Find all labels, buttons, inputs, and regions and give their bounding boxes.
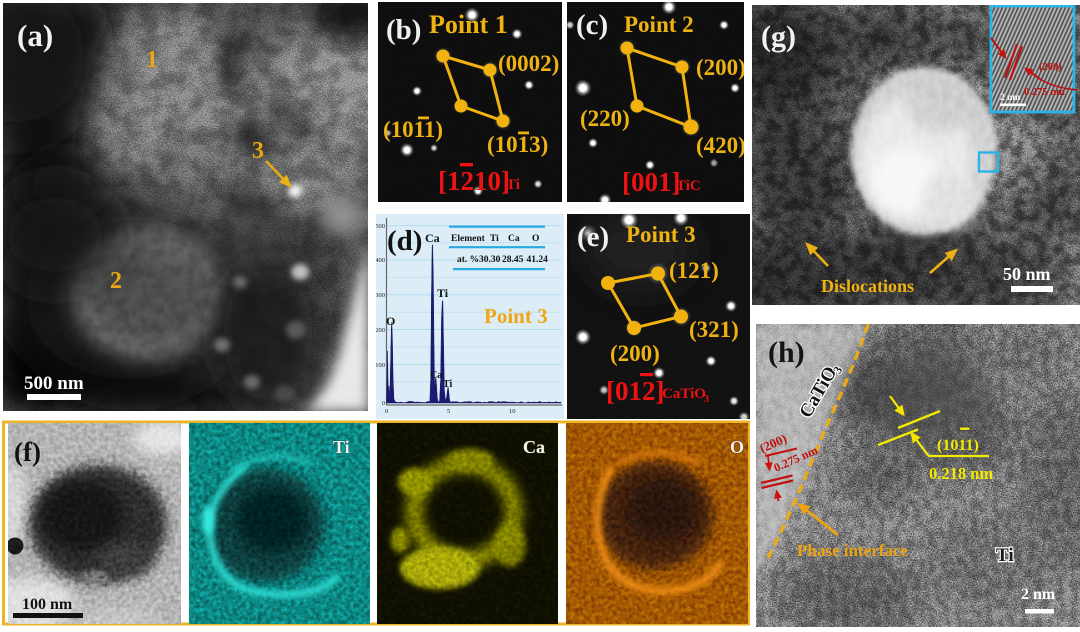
svg-text:Ca: Ca: [425, 231, 440, 245]
svg-text:3: 3: [252, 138, 264, 164]
svg-text:(200): (200): [1039, 62, 1062, 73]
svg-text:Ti: Ti: [996, 545, 1014, 566]
svg-text:0.218 nm: 0.218 nm: [929, 464, 993, 483]
svg-text:(a): (a): [17, 18, 53, 53]
svg-text:Element: Element: [451, 234, 486, 244]
svg-text:Ti: Ti: [443, 379, 452, 390]
svg-text:O: O: [730, 437, 744, 457]
svg-text:2: 2: [110, 268, 122, 294]
svg-text:100 nm: 100 nm: [22, 596, 73, 613]
svg-text:Ca: Ca: [523, 437, 545, 457]
svg-text:1: 1: [146, 47, 158, 73]
svg-text:(1011): (1011): [937, 437, 979, 454]
svg-text:0.275 nm: 0.275 nm: [1024, 87, 1065, 98]
svg-text:100: 100: [375, 362, 385, 369]
svg-text:5: 5: [447, 408, 450, 415]
svg-text:(f): (f): [14, 437, 41, 467]
svg-text:O: O: [386, 314, 395, 328]
svg-text:(g): (g): [761, 20, 796, 53]
svg-text:Point 3: Point 3: [484, 304, 548, 328]
svg-text:Ca: Ca: [508, 234, 520, 244]
svg-text:at. %: at. %: [457, 255, 479, 265]
svg-text:200: 200: [375, 327, 385, 334]
svg-text:O: O: [532, 234, 539, 244]
svg-text:500 nm: 500 nm: [24, 373, 84, 394]
svg-text:(d): (d): [387, 225, 422, 257]
svg-text:2 nm: 2 nm: [1000, 93, 1020, 103]
svg-text:Dislocations: Dislocations: [821, 276, 914, 296]
svg-text:0: 0: [385, 408, 388, 415]
svg-text:28.45: 28.45: [502, 255, 524, 265]
svg-text:Phase interface: Phase interface: [797, 541, 908, 560]
svg-text:30.30: 30.30: [479, 255, 501, 265]
svg-text:2 nm: 2 nm: [1021, 586, 1056, 603]
svg-text:Ti: Ti: [490, 234, 499, 244]
svg-text:41.24: 41.24: [527, 255, 549, 265]
svg-text:10: 10: [509, 408, 516, 415]
svg-text:400: 400: [375, 257, 385, 264]
svg-text:300: 300: [375, 292, 385, 299]
svg-text:Ti: Ti: [333, 437, 350, 457]
svg-text:Ti: Ti: [437, 286, 449, 300]
svg-text:50 nm: 50 nm: [1003, 264, 1051, 284]
svg-text:500: 500: [375, 223, 385, 230]
svg-text:0: 0: [382, 400, 385, 407]
svg-text:Ca: Ca: [430, 370, 442, 381]
svg-text:(h): (h): [768, 336, 805, 369]
